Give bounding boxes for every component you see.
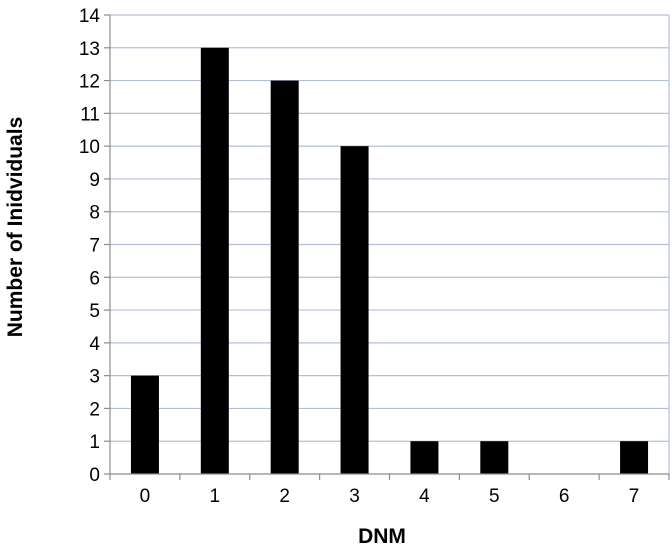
x-tick-label: 2 — [279, 486, 290, 507]
x-tick-label: 7 — [629, 486, 640, 507]
bar-2 — [270, 80, 299, 475]
y-tick-label: 8 — [89, 203, 100, 224]
y-tick-label: 2 — [89, 399, 100, 420]
bars — [130, 47, 649, 475]
x-tick-label: 6 — [559, 486, 570, 507]
y-tick-label: 1 — [89, 432, 100, 453]
bar-1 — [200, 47, 229, 475]
bar-7 — [620, 441, 649, 474]
bar-0 — [130, 375, 159, 474]
y-tick-label: 13 — [79, 39, 100, 60]
x-tick-label: 5 — [489, 486, 500, 507]
y-tick-label: 4 — [89, 334, 100, 355]
y-tick-label: 6 — [89, 268, 100, 289]
y-tick-label: 9 — [89, 170, 100, 191]
x-tick-label: 4 — [419, 486, 430, 507]
bar-5 — [480, 441, 509, 474]
y-tick-label: 7 — [89, 236, 100, 257]
y-tick-label: 11 — [80, 104, 100, 125]
x-tick-label: 3 — [349, 486, 360, 507]
axes — [104, 14, 670, 480]
y-axis-title: Number of Inidviduals — [4, 117, 27, 338]
gridlines — [110, 14, 670, 474]
bar-4 — [410, 441, 439, 474]
y-tick-label: 12 — [79, 72, 100, 93]
x-tick-label: 0 — [140, 486, 151, 507]
bar-3 — [340, 146, 369, 474]
x-tick-labels: 0 1 2 3 4 5 6 7 — [140, 486, 640, 507]
x-axis-title: DNM — [358, 525, 406, 548]
y-tick-label: 10 — [79, 137, 100, 158]
y-tick-label: 3 — [89, 367, 100, 388]
x-tick-label: 1 — [210, 486, 221, 507]
y-tick-label: 0 — [89, 465, 100, 486]
y-tick-label: 14 — [79, 6, 101, 27]
y-tick-label: 5 — [89, 301, 100, 322]
